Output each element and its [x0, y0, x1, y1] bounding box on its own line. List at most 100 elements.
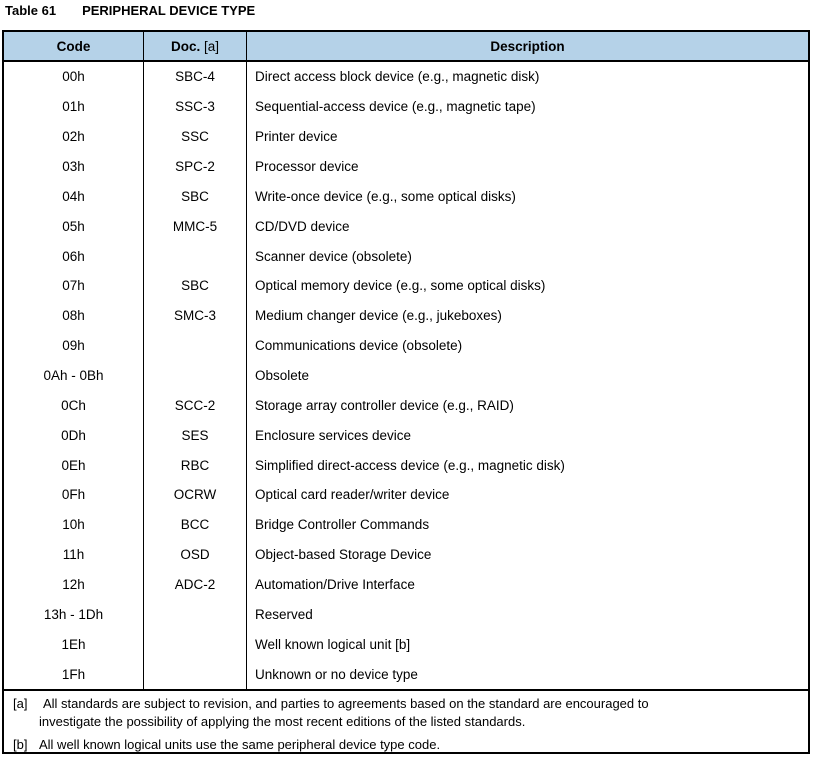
- footnote-a-text: All standards are subject to revision, a…: [39, 696, 649, 729]
- table-row: 04h SBC Write-once device (e.g., some opti…: [4, 181, 808, 212]
- doc-cell: [144, 360, 247, 391]
- header-cell-code: Code: [4, 32, 144, 60]
- peripheral-device-type-table: Code Doc. [a] Description 00h SBC-4 Direct…: [2, 30, 810, 754]
- doc-cell: SSC: [144, 121, 247, 152]
- table-row: 07h SBC Optical memory device (e.g., some …: [4, 271, 808, 301]
- table-row: 0Fh OCRW Optical card reader/writer device: [4, 480, 808, 510]
- table-row: 00h SBC-4 Direct access block device (e.g.…: [4, 62, 808, 92]
- code-cell: 01h: [4, 91, 144, 122]
- description-cell: Enclosure services device: [255, 427, 412, 443]
- description-cell: Processor device: [255, 159, 359, 174]
- code-cell: 06h: [4, 241, 144, 272]
- code-cell: 1Fh: [4, 659, 144, 690]
- table-row: 0Ch SCC-2 Storage array controller device …: [4, 390, 808, 421]
- code-cell: 0Ah - 0Bh: [4, 360, 144, 391]
- description-cell: Unknown or no device type: [255, 666, 418, 682]
- table-row: 02h SSC Printer device: [4, 121, 808, 152]
- table-row: 1Eh Well known logical unit [b]: [4, 629, 808, 660]
- description-cell: Direct access block device (e.g., magnet…: [255, 69, 540, 85]
- description-cell: Automation/Drive Interface: [255, 577, 415, 593]
- code-cell: 07h: [4, 271, 144, 301]
- table-row: 09h Communications device (obsolete): [4, 330, 808, 361]
- footnote-a: [a] All standards are subject to revisio…: [4, 695, 808, 730]
- code-cell: 00h: [4, 62, 144, 92]
- header-cell-description: Description: [247, 32, 808, 60]
- table-row: 06h Scanner device (obsolete): [4, 241, 808, 272]
- table-row: 10h BCC Bridge Controller Commands: [4, 509, 808, 540]
- description-cell: Write-once device (e.g., some optical di…: [255, 188, 516, 204]
- table-row: 05h MMC-5 CD/DVD device: [4, 211, 808, 242]
- doc-cell: SCC-2: [144, 390, 247, 421]
- table-header-row: Code Doc. [a] Description: [4, 32, 808, 62]
- header-cell-doc: Doc. [a]: [144, 32, 247, 60]
- code-cell: 04h: [4, 181, 144, 212]
- footnote-b: [b] All well known logical units use the…: [4, 736, 808, 754]
- description-cell: Communications device (obsolete): [255, 338, 463, 354]
- description-cell: Optical card reader/writer device: [255, 487, 450, 503]
- footnote-a-label: [a]: [13, 696, 28, 711]
- doc-cell: [144, 330, 247, 361]
- code-cell: 03h: [4, 151, 144, 182]
- doc-cell: SMC-3: [144, 300, 247, 331]
- doc-cell: SPC-2: [144, 151, 247, 182]
- description-cell: Simplified direct-access device (e.g., m…: [255, 457, 565, 473]
- description-cell: CD/DVD device: [255, 218, 350, 234]
- description-cell: Scanner device (obsolete): [255, 248, 412, 264]
- doc-cell: SBC: [144, 271, 247, 301]
- code-cell: 09h: [4, 330, 144, 361]
- table-caption: Table 61 PERIPHERAL DEVICE TYPE: [5, 3, 255, 18]
- doc-cell: SBC-4: [144, 62, 247, 92]
- code-cell: 1Eh: [4, 629, 144, 660]
- table-title: PERIPHERAL DEVICE TYPE: [82, 3, 256, 18]
- description-cell: Reserved: [255, 606, 313, 622]
- doc-cell: RBC: [144, 450, 247, 481]
- code-cell: 05h: [4, 211, 144, 242]
- doc-cell: BCC: [144, 509, 247, 540]
- table-row: 03h SPC-2 Processor device: [4, 151, 808, 182]
- code-cell: 12h: [4, 569, 144, 600]
- code-cell: 13h - 1Dh: [4, 599, 144, 630]
- doc-cell: OCRW: [144, 480, 247, 510]
- description-cell: Well known logical unit [b]: [255, 636, 411, 652]
- code-cell: 0Fh: [4, 480, 144, 510]
- footnote-b-label: [b]: [13, 737, 28, 752]
- table-row: 1Fh Unknown or no device type: [4, 659, 808, 690]
- table-row: 0Dh SES Enclosure services device: [4, 420, 808, 451]
- description-cell: Medium changer device (e.g., jukeboxes): [255, 308, 502, 324]
- code-cell: 0Eh: [4, 450, 144, 481]
- code-cell: 08h: [4, 300, 144, 331]
- doc-cell: [144, 659, 247, 690]
- table-row: 13h - 1Dh Reserved: [4, 599, 808, 630]
- doc-cell: SSC-3: [144, 91, 247, 122]
- table-row: 0Ah - 0Bh Obsolete: [4, 360, 808, 391]
- table-row: 12h ADC-2 Automation/Drive Interface: [4, 569, 808, 600]
- doc-cell: [144, 599, 247, 630]
- description-cell: Optical memory device (e.g., some optica…: [255, 278, 546, 294]
- code-cell: 0Ch: [4, 390, 144, 421]
- doc-cell: SES: [144, 420, 247, 451]
- header-label-doc: Doc.: [170, 38, 201, 54]
- doc-cell: OSD: [144, 539, 247, 570]
- description-cell: Bridge Controller Commands: [255, 517, 430, 533]
- header-label-description: Description: [490, 38, 565, 54]
- doc-cell: MMC-5: [144, 211, 247, 242]
- table-footnotes: [a] All standards are subject to revisio…: [4, 689, 808, 757]
- doc-cell: ADC-2: [144, 569, 247, 600]
- footnote-b-text: All well known logical units use the sam…: [39, 737, 441, 752]
- table-body: 00h SBC-4 Direct access block device (e.g.…: [4, 62, 808, 690]
- description-cell: Storage array controller device (e.g., R…: [255, 397, 514, 413]
- description-cell: Sequential-access device (e.g., magnetic…: [255, 99, 536, 115]
- code-cell: 11h: [4, 539, 144, 570]
- doc-cell: [144, 241, 247, 272]
- code-cell: 02h: [4, 121, 144, 152]
- doc-cell: [144, 629, 247, 660]
- header-footnote-ref-a: [a]: [200, 38, 220, 54]
- table-row: 08h SMC-3 Medium changer device (e.g., juk…: [4, 300, 808, 331]
- header-label-code: Code: [56, 38, 91, 54]
- table-row: 11h OSD Object-based Storage Device: [4, 539, 808, 570]
- description-cell: Obsolete: [255, 368, 310, 384]
- table-row: 0Eh RBC Simplified direct-access device (e…: [4, 450, 808, 481]
- description-cell: Printer device: [255, 129, 338, 145]
- table-number: Table 61: [5, 3, 57, 18]
